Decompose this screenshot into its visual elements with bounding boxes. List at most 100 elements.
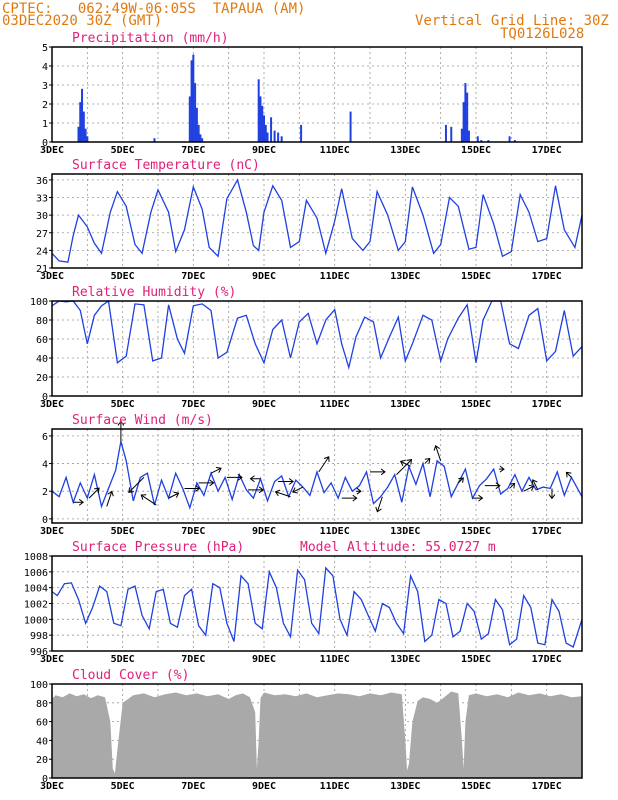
x-tick-label: 13DEC xyxy=(390,145,420,156)
precip-bar xyxy=(259,96,262,142)
precip-bar xyxy=(201,138,204,142)
x-tick-label: 15DEC xyxy=(461,145,491,156)
precip-bar xyxy=(462,102,465,142)
x-tick-label: 11DEC xyxy=(320,399,350,410)
wind-arrow xyxy=(565,471,572,478)
y-tick-label: 60 xyxy=(36,718,48,729)
wind-arrow xyxy=(498,465,505,473)
wind-arrow xyxy=(509,482,516,489)
precip-bar xyxy=(273,130,276,142)
x-tick-label: 9DEC xyxy=(252,526,276,537)
x-tick-label: 3DEC xyxy=(40,654,64,665)
x-tick-label: 7DEC xyxy=(181,271,205,282)
x-tick-label: 5DEC xyxy=(111,271,135,282)
x-tick-label: 3DEC xyxy=(40,781,64,792)
y-tick-label: 100 xyxy=(30,297,48,308)
precip-bar xyxy=(263,115,265,142)
series-line xyxy=(51,566,583,648)
y-tick-label: 1008 xyxy=(24,552,48,563)
y-tick-label: 27 xyxy=(36,229,48,240)
y-tick-label: 33 xyxy=(36,194,48,205)
y-tick-label: 24 xyxy=(36,246,48,257)
x-tick-label: 9DEC xyxy=(252,781,276,792)
x-tick-label: 3DEC xyxy=(40,526,64,537)
y-tick-label: 4 xyxy=(42,460,48,471)
precip-bar xyxy=(153,138,156,142)
y-tick-label: 80 xyxy=(36,699,48,710)
precip-bar xyxy=(466,92,469,142)
precip-bar xyxy=(476,136,479,142)
y-tick-label: 100 xyxy=(30,680,48,691)
y-tick-label: 40 xyxy=(36,736,48,747)
x-tick-label: 9DEC xyxy=(252,145,276,156)
series-line xyxy=(51,299,583,371)
x-tick-label: 15DEC xyxy=(461,781,491,792)
x-tick-label: 7DEC xyxy=(181,399,205,410)
y-tick-label: 20 xyxy=(36,755,48,766)
wind-arrow xyxy=(73,498,85,506)
wind-arrow xyxy=(472,494,484,502)
wind-arrow xyxy=(523,484,535,492)
x-tick-label: 5DEC xyxy=(111,145,135,156)
x-tick-label: 9DEC xyxy=(252,399,276,410)
wind-arrow xyxy=(140,494,157,506)
x-tick-label: 9DEC xyxy=(252,271,276,282)
panel-frame xyxy=(51,300,583,397)
wind-arrow xyxy=(248,486,264,494)
x-tick-label: 3DEC xyxy=(40,145,64,156)
wind-arrow xyxy=(424,457,431,464)
x-tick-label: 11DEC xyxy=(320,781,350,792)
wind-arrow xyxy=(106,490,114,507)
y-tick-label: 1004 xyxy=(24,584,48,595)
x-tick-label: 11DEC xyxy=(320,145,350,156)
y-tick-label: 36 xyxy=(36,176,48,187)
panel-0: 0 1 2 3 4 5 3DEC 5DEC 7DEC 9DEC 11DEC 13DEC 15DEC 17D… xyxy=(40,31,583,156)
precip-bar xyxy=(81,88,84,142)
wind-arrow xyxy=(399,459,411,467)
wind-arrow xyxy=(548,488,556,500)
wind-arrow xyxy=(226,473,243,481)
wind-arrow xyxy=(370,468,386,476)
panel-frame xyxy=(51,428,583,524)
y-tick-label: 0 xyxy=(42,515,48,526)
x-tick-label: 5DEC xyxy=(111,654,135,665)
x-tick-label: 17DEC xyxy=(532,399,562,410)
precip-bar xyxy=(487,140,490,142)
precip-bar xyxy=(197,124,200,142)
panel-frame xyxy=(51,683,583,779)
wind-arrow xyxy=(396,459,413,475)
x-tick-label: 15DEC xyxy=(461,271,491,282)
x-tick-label: 17DEC xyxy=(532,145,562,156)
x-tick-label: 5DEC xyxy=(111,781,135,792)
y-tick-label: 6 xyxy=(42,432,48,443)
panel-title: Precipitation (mm/h) xyxy=(72,31,229,46)
x-tick-label: 15DEC xyxy=(461,526,491,537)
precip-bar xyxy=(192,54,195,142)
x-tick-label: 17DEC xyxy=(532,271,562,282)
panel-title: Cloud Cover (%) xyxy=(72,668,189,683)
precip-bar xyxy=(257,79,260,142)
x-tick-label: 5DEC xyxy=(111,526,135,537)
y-tick-label: 2 xyxy=(42,487,48,498)
y-tick-label: 0 xyxy=(42,774,48,785)
y-tick-label: 4 xyxy=(42,62,48,73)
y-tick-label: 1006 xyxy=(24,568,48,579)
panel-title: Surface Pressure (hPa) xyxy=(72,540,244,555)
x-tick-label: 17DEC xyxy=(532,654,562,665)
run-date: 03DEC2020 30Z (GMT) xyxy=(2,13,163,29)
x-tick-label: 13DEC xyxy=(390,399,420,410)
precip-bar xyxy=(190,60,193,142)
y-tick-label: 1000 xyxy=(24,615,48,626)
x-tick-label: 9DEC xyxy=(252,654,276,665)
precip-bar xyxy=(480,140,483,142)
grid-note: Vertical Grid Line: 30Z xyxy=(415,13,609,29)
panel-2: 0 20 40 60 80 100 3DEC 5DEC 7DEC 9DEC 11DEC 13DEC 15… xyxy=(30,285,583,410)
panel-title: Relative Humidity (%) xyxy=(72,285,236,300)
wind-arrow xyxy=(433,445,442,461)
wind-arrow xyxy=(168,491,180,499)
x-tick-label: 11DEC xyxy=(320,654,350,665)
precip-bar xyxy=(188,96,191,142)
precip-bar xyxy=(280,136,283,142)
precip-bar xyxy=(508,136,511,142)
cloud-area xyxy=(52,691,582,778)
